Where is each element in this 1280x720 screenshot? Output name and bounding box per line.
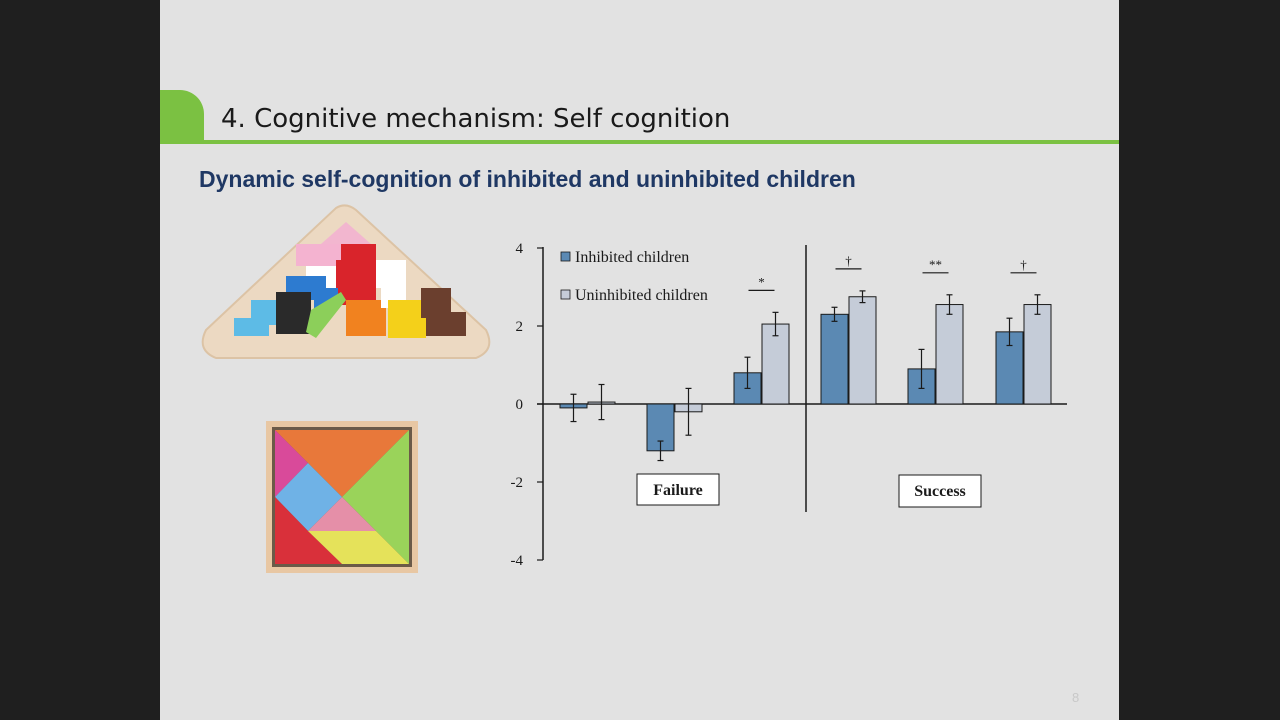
bar-uninhibited: [1023, 304, 1052, 405]
error-bar: [744, 356, 751, 389]
bar-inhibited: [820, 313, 849, 405]
y-tick-label: 4: [516, 241, 524, 257]
y-tick-label: 0: [516, 397, 524, 413]
group-label-failure: Failure: [653, 482, 702, 499]
error-bar: [657, 440, 664, 462]
triangle-tetris-puzzle-image: [201, 204, 491, 359]
error-bar: [598, 383, 605, 421]
y-tick-label: 2: [516, 319, 524, 335]
bar-uninhibited: [848, 296, 877, 405]
bars: [559, 290, 1052, 462]
legend-swatch-inhibited: [560, 251, 571, 262]
error-bar: [1034, 294, 1041, 315]
significance-label: †: [845, 253, 852, 268]
title-underline: [160, 140, 1119, 144]
bar-uninhibited: [935, 304, 964, 405]
error-bar: [831, 306, 838, 322]
title-accent-tab: [160, 90, 204, 143]
significance-label: **: [929, 257, 942, 272]
legend-label-uninhibited: Uninhibited children: [575, 287, 708, 304]
group-label-success: Success: [914, 483, 966, 500]
significance-marks: * † ** †: [748, 253, 1037, 291]
error-bar: [772, 311, 779, 337]
legend: Inhibited children Uninhibited children: [560, 249, 708, 304]
error-bar: [946, 294, 953, 315]
error-bar: [918, 348, 925, 389]
slide-subtitle: Dynamic self-cognition of inhibited and …: [199, 166, 856, 192]
page-number: 8: [1072, 690, 1080, 705]
error-bar: [685, 387, 692, 436]
slide: 4. Cognitive mechanism: Self cognition D…: [160, 0, 1119, 720]
y-axis-ticks: 4 2 0 -2 -4: [511, 241, 543, 569]
y-tick-label: -2: [511, 475, 524, 491]
error-bar: [570, 393, 577, 423]
significance-label: *: [758, 274, 765, 289]
group-label-failure-box: Failure: [636, 473, 720, 506]
legend-label-inhibited: Inhibited children: [575, 249, 689, 266]
legend-swatch-uninhibited: [560, 289, 571, 300]
slide-title: 4. Cognitive mechanism: Self cognition: [221, 104, 731, 134]
error-bar: [859, 290, 866, 304]
group-label-success-box: Success: [898, 474, 982, 508]
significance-label: †: [1020, 257, 1027, 272]
y-tick-label: -4: [511, 553, 524, 569]
error-bar: [1006, 317, 1013, 347]
tangram-puzzle-image: [266, 421, 418, 573]
bar-chart: 4 2 0 -2 -4 * † ** † Inhibited children Uninhib…: [511, 241, 1067, 569]
bar-uninhibited: [761, 323, 790, 405]
